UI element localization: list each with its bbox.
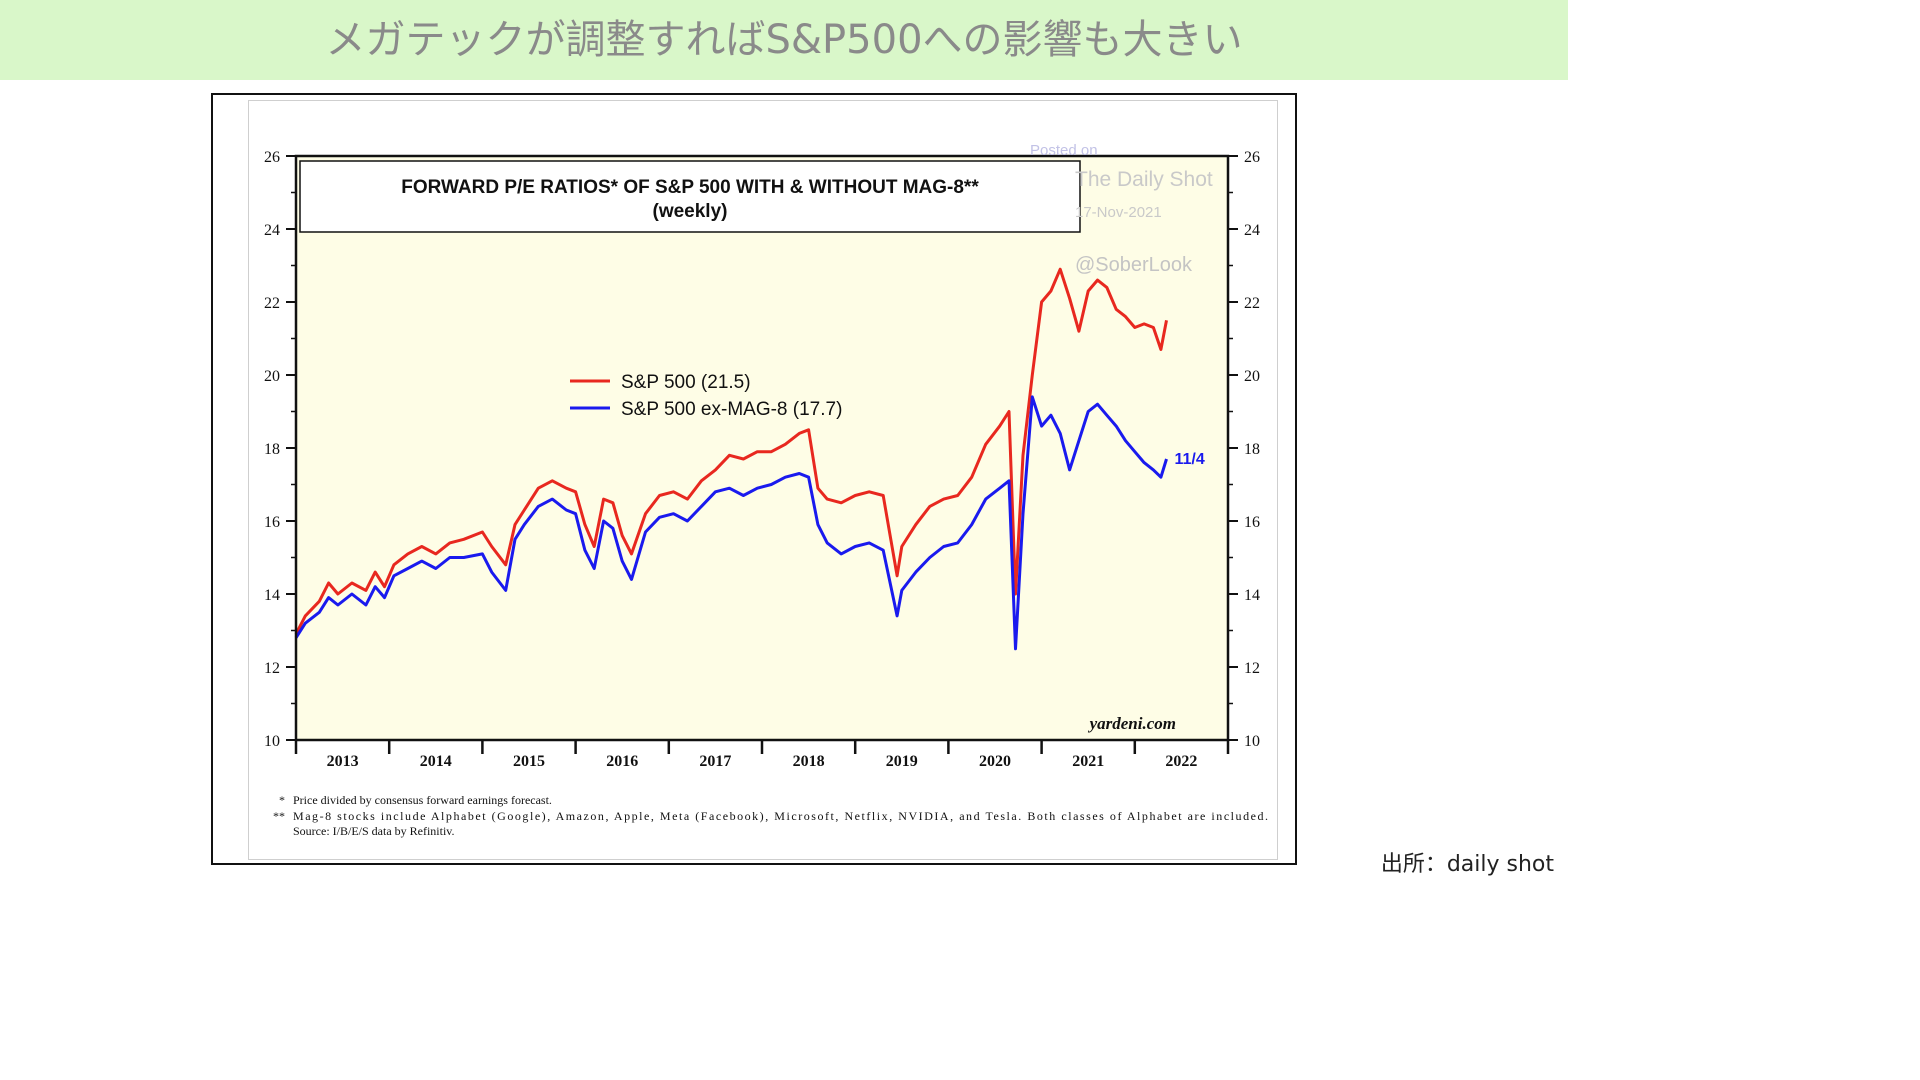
x-tick-label: 2020	[979, 753, 1011, 770]
footnote-text: Price divided by consensus forward earni…	[293, 793, 552, 807]
y-tick-label-left: 16	[264, 514, 280, 531]
y-tick-label-right: 18	[1244, 441, 1260, 458]
legend-label-ex-mag8: S&P 500 ex-MAG-8 (17.7)	[621, 399, 842, 420]
x-tick-label: 2013	[327, 753, 359, 770]
series-line-sp500	[294, 267, 1168, 635]
y-tick-label-left: 20	[264, 368, 280, 385]
x-tick-label: 2018	[793, 753, 825, 770]
y-tick-label-right: 10	[1244, 733, 1260, 750]
chart-title: FORWARD P/E RATIOS* OF S&P 500 WITH & WI…	[401, 177, 979, 198]
x-tick-label: 2015	[513, 753, 545, 770]
y-tick-label-left: 24	[264, 222, 280, 239]
legend-label-sp500: S&P 500 (21.5)	[621, 372, 751, 393]
y-tick-label-right: 14	[1244, 587, 1260, 604]
y-tick-label-right: 26	[1244, 149, 1260, 166]
brand-label: yardeni.com	[1088, 714, 1176, 733]
chart-subtitle: (weekly)	[653, 201, 728, 222]
y-tick-label-right: 16	[1244, 514, 1260, 531]
title-banner	[0, 0, 1568, 80]
x-tick-label: 2021	[1072, 753, 1104, 770]
plot-area	[296, 156, 1228, 740]
y-tick-label-right: 12	[1244, 660, 1260, 677]
footnote-mark: **	[273, 809, 285, 823]
footnote-source: Source: I/B/E/S data by Refinitiv.	[293, 824, 455, 838]
y-tick-label-left: 14	[264, 587, 280, 604]
watermark: Posted on The Daily Shot 17-Nov-2021 @So…	[1030, 142, 1213, 276]
source-caption: 出所：daily shot	[1380, 852, 1554, 877]
watermark-date: 17-Nov-2021	[1075, 204, 1162, 221]
y-tick-label-right: 20	[1244, 368, 1260, 385]
x-tick-label: 2019	[886, 753, 918, 770]
y-tick-label-left: 22	[264, 295, 280, 312]
x-tick-label: 2014	[420, 753, 452, 770]
x-tick-label: 2017	[699, 753, 731, 770]
series-line-ex-mag8	[294, 395, 1168, 651]
end-date-label: 11/4	[1174, 451, 1204, 468]
footnote-mark: *	[279, 793, 285, 807]
footnote-text: Mag-8 stocks include Alphabet (Google), …	[293, 809, 1268, 823]
page-title: メガテックが調整すればS&P500への影響も大きい	[325, 17, 1243, 63]
x-tick-label: 2022	[1165, 753, 1197, 770]
chart-title-box	[299, 160, 1081, 233]
x-tick-label: 2016	[606, 753, 638, 770]
y-tick-label-right: 22	[1244, 295, 1260, 312]
watermark-name: The Daily Shot	[1075, 168, 1213, 191]
y-tick-label-right: 24	[1244, 222, 1260, 239]
y-tick-label-left: 12	[264, 660, 280, 677]
y-tick-label-left: 18	[264, 441, 280, 458]
watermark-posted: Posted on	[1030, 142, 1098, 159]
legend: S&P 500 (21.5) S&P 500 ex-MAG-8 (17.7)	[570, 372, 842, 420]
y-tick-label-left: 10	[264, 733, 280, 750]
watermark-handle: @SoberLook	[1075, 254, 1193, 276]
footnotes: * Price divided by consensus forward ear…	[273, 793, 1268, 838]
y-tick-label-left: 26	[264, 149, 280, 166]
